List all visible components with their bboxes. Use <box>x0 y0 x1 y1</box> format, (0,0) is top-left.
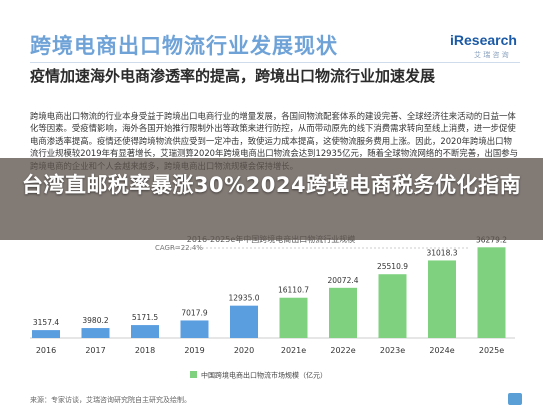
bar-value-label: 20072.4 <box>327 276 358 285</box>
cagr-label: CAGR=22.4% <box>155 244 203 252</box>
bar-value-label: 5171.5 <box>132 313 158 322</box>
bar-2022e <box>329 287 357 338</box>
page-title: 跨境电商出口物流行业发展现状 <box>30 34 338 58</box>
bar-2019 <box>180 320 209 338</box>
bar-2025e <box>477 247 506 338</box>
x-tick-label: 2019 <box>184 346 204 355</box>
footer-source: 来源：专家访谈，艾瑞咨询研究院自主研究及绘制。 <box>30 396 191 404</box>
bar-value-label: 31018.3 <box>426 248 457 257</box>
x-tick-label: 2022e <box>330 346 355 355</box>
bar-2018 <box>131 325 159 338</box>
legend-swatch <box>190 371 197 378</box>
bar-value-label: 12935.0 <box>228 294 259 303</box>
x-tick-label: 2016 <box>36 346 56 355</box>
bar-2023e <box>378 274 407 338</box>
bar-2020 <box>230 305 258 338</box>
bar-2016 <box>32 330 60 338</box>
legend-label: 中国跨境电商出口物流市场规模（亿元） <box>201 371 327 380</box>
cagr-annotation: CAGR=22.4% <box>155 244 470 252</box>
x-tick-label: 2020 <box>234 346 254 355</box>
bar-2017 <box>81 328 110 338</box>
overlay-title: 台湾直邮税率暴涨30%2024跨境电商税务优化指南 <box>21 173 522 197</box>
page-badge-icon <box>508 393 522 405</box>
x-tick-label: 2024e <box>429 346 454 355</box>
x-tick-label: 2025e <box>479 346 504 355</box>
bar-chart: 2016-2025e年中国跨境电商出口物流行业规模 CAGR=22.4% 315… <box>30 234 515 380</box>
x-tick-label: 2017 <box>85 346 105 355</box>
bar-value-label: 3980.2 <box>82 316 108 325</box>
section-subheading: 疫情加速海外电商渗透率的提高，跨境出口物流行业加速发展 <box>30 67 436 85</box>
x-tick-label: 2023e <box>380 346 405 355</box>
bar-value-label: 3157.4 <box>33 318 59 327</box>
bars: 3157.4 2016 3980.2 2017 5171.5 2018 7017.9 2019… <box>32 235 507 355</box>
bar-value-label: 25510.9 <box>377 262 408 271</box>
title-overlay-banner <box>0 158 543 240</box>
bar-value-label: 7017.9 <box>181 308 207 317</box>
legend: 中国跨境电商出口物流市场规模（亿元） <box>190 371 327 380</box>
bar-value-label: 16110.7 <box>278 286 309 295</box>
x-tick-label: 2018 <box>135 346 155 355</box>
x-tick-label: 2021e <box>281 346 306 355</box>
bar-2021e <box>279 297 308 338</box>
bar-2024e <box>428 260 456 338</box>
logo-subtitle: 艾 瑞 咨 询 <box>474 51 509 59</box>
header-divider <box>30 62 520 63</box>
iresearch-logo: iResearch <box>450 32 517 48</box>
